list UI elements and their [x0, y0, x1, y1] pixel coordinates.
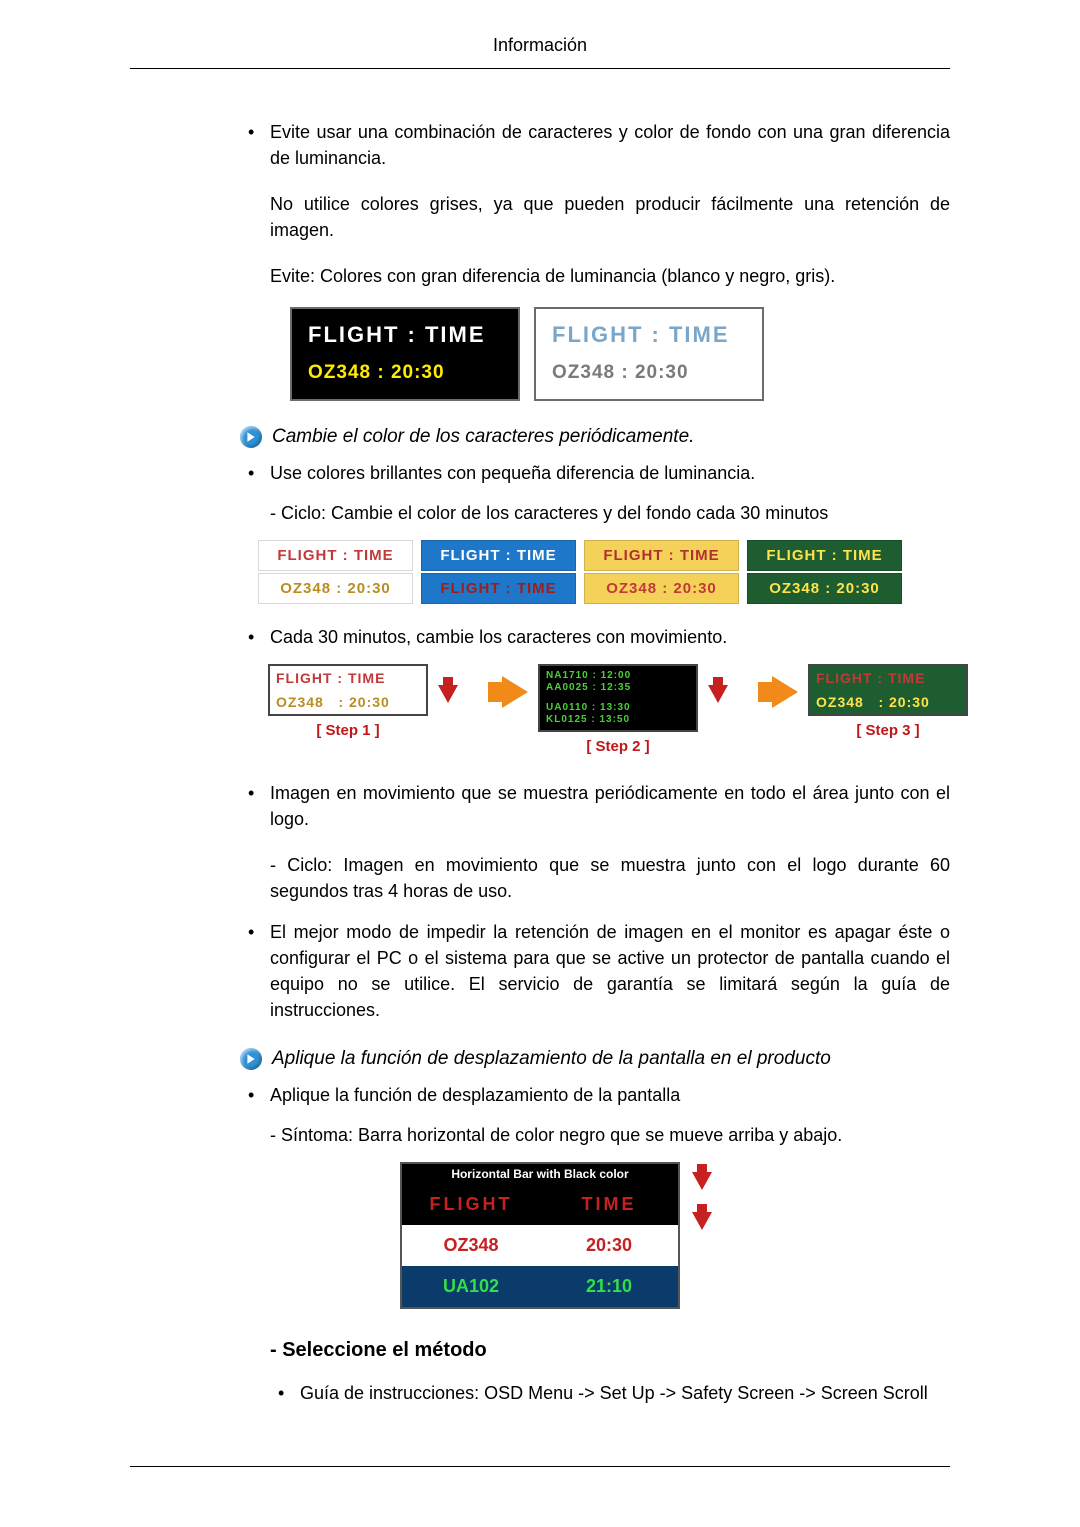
hb-cell: TIME: [540, 1184, 678, 1225]
hb-box: Horizontal Bar with Black color FLIGHTTI…: [400, 1162, 680, 1309]
paragraph: No utilice colores grises, ya que pueden…: [270, 191, 950, 243]
hb-header-row: FLIGHTTIME: [402, 1184, 678, 1225]
section-heading-text: Aplique la función de desplazamiento de …: [272, 1048, 831, 1070]
flight-box-dark: FLIGHT : TIME OZ348 : 20:30: [290, 307, 520, 400]
bullet-list-s2: Use colores brillantes con pequeña difer…: [240, 460, 950, 486]
bullet-text: Use colores brillantes con pequeña difer…: [270, 463, 755, 483]
step-box: NA1710 : 12:00 AA0025 : 12:35UA0110 : 13…: [538, 664, 698, 732]
hb-row: UA10221:10: [402, 1266, 678, 1307]
step-caption: [ Step 1 ]: [268, 722, 428, 739]
arrow-right-icon: [502, 676, 528, 708]
step-line: OZ348 : 20:30: [270, 690, 426, 714]
arrow-down-icon: [692, 1172, 712, 1190]
hb-rows: OZ34820:30UA10221:10: [402, 1225, 678, 1307]
bullet-list-guide: Guía de instrucciones: OSD Menu -> Set U…: [270, 1380, 950, 1406]
step-arrow-group: [438, 676, 528, 708]
section-heading: Cambie el color de los caracteres periód…: [240, 426, 950, 448]
arrow-down-icon: [438, 685, 458, 703]
footer-rule: [130, 1466, 950, 1467]
steps-figure: FLIGHT : TIMEOZ348 : 20:30 [ Step 1 ] NA17…: [268, 664, 950, 755]
color-cycle-cell: FLIGHT : TIME: [421, 573, 576, 604]
flight-row2: OZ348 : 20:30: [552, 359, 746, 387]
color-cycle-cell: OZ348 : 20:30: [584, 573, 739, 604]
color-cycle-cell: FLIGHT : TIME: [421, 540, 576, 571]
horizontal-bar-figure: Horizontal Bar with Black color FLIGHTTI…: [400, 1162, 950, 1309]
hb-arrows: [692, 1168, 712, 1230]
color-cycle-cell: FLIGHT : TIME: [258, 540, 413, 571]
bullet-text: Aplique la función de desplazamiento de …: [270, 1085, 680, 1105]
section-heading-text: Cambie el color de los caracteres periód…: [272, 426, 694, 448]
color-cycle-cell: FLIGHT : TIME: [584, 540, 739, 571]
step-line: NA1710 : 12:00 AA0025 : 12:35: [540, 666, 696, 698]
bullet-item: Imagen en movimiento que se muestra peri…: [240, 780, 950, 904]
flight-row1: FLIGHT : TIME: [308, 319, 502, 351]
arrow-down-icon: [692, 1212, 712, 1230]
hb-cell: 21:10: [540, 1266, 678, 1307]
step-column: FLIGHT : TIMEOZ348 : 20:30 [ Step 1 ]: [268, 664, 428, 739]
flight-box-light: FLIGHT : TIME OZ348 : 20:30: [534, 307, 764, 400]
bullet-item: Cada 30 minutos, cambie los caracteres c…: [240, 624, 950, 650]
step-line: FLIGHT : TIME: [270, 666, 426, 690]
color-cycle-cell: OZ348 : 20:30: [258, 573, 413, 604]
paragraph: - Ciclo: Imagen en movimiento que se mue…: [270, 852, 950, 904]
bullet-list-top: Evite usar una combinación de caracteres…: [240, 119, 950, 401]
step-box: FLIGHT : TIMEOZ348 : 20:30: [808, 664, 968, 716]
hb-title: Horizontal Bar with Black color: [402, 1164, 678, 1184]
bullet-text: Guía de instrucciones: OSD Menu -> Set U…: [300, 1383, 928, 1403]
step-arrow-group: [708, 676, 798, 708]
method-heading: - Seleccione el método: [270, 1339, 950, 1362]
hb-row: OZ34820:30: [402, 1225, 678, 1266]
sub-line: - Síntoma: Barra horizontal de color neg…: [270, 1122, 950, 1148]
hb-cell: OZ348: [402, 1225, 540, 1266]
step-box: FLIGHT : TIMEOZ348 : 20:30: [268, 664, 428, 716]
arrow-right-icon: [772, 676, 798, 708]
step-column: NA1710 : 12:00 AA0025 : 12:35UA0110 : 13…: [538, 664, 698, 755]
bullet-text: El mejor modo de impedir la retención de…: [270, 922, 950, 1020]
hb-cell: 20:30: [540, 1225, 678, 1266]
step-caption: [ Step 3 ]: [808, 722, 968, 739]
step-line: FLIGHT : TIME: [810, 666, 966, 690]
flight-row1: FLIGHT : TIME: [552, 319, 746, 351]
color-cycle-row: FLIGHT : TIME FLIGHT : TIME FLIGHT : TIME F…: [258, 540, 950, 571]
color-cycle-cell: OZ348 : 20:30: [747, 573, 902, 604]
color-cycle-cell: FLIGHT : TIME: [747, 540, 902, 571]
content: Evite usar una combinación de caracteres…: [130, 119, 950, 1406]
flight-example-pair: FLIGHT : TIME OZ348 : 20:30 FLIGHT : TIM…: [290, 307, 950, 400]
bullet-item: El mejor modo de impedir la retención de…: [240, 919, 950, 1023]
flight-row2: OZ348 : 20:30: [308, 359, 502, 387]
step-caption: [ Step 2 ]: [538, 738, 698, 755]
bullet-list-mid: Imagen en movimiento que se muestra peri…: [240, 780, 950, 1023]
page-header: Información: [130, 35, 950, 69]
section-heading: Aplique la función de desplazamiento de …: [240, 1048, 950, 1070]
bullet-list-s4: Aplique la función de desplazamiento de …: [240, 1082, 950, 1108]
step-column: FLIGHT : TIMEOZ348 : 20:30 [ Step 3 ]: [808, 664, 968, 739]
step-line: UA0110 : 13:30 KL0125 : 13:50: [540, 698, 696, 730]
hb-cell: UA102: [402, 1266, 540, 1307]
bullet-list-s3: Cada 30 minutos, cambie los caracteres c…: [240, 624, 950, 650]
page: Información Evite usar una combinación d…: [0, 0, 1080, 1527]
bullet-text: Imagen en movimiento que se muestra peri…: [270, 783, 950, 829]
sub-line: - Ciclo: Cambie el color de los caracter…: [270, 500, 950, 526]
arrow-right-icon: [240, 426, 262, 448]
hb-cell: FLIGHT: [402, 1184, 540, 1225]
bullet-text: Evite usar una combinación de caracteres…: [270, 122, 950, 168]
bullet-text: Cada 30 minutos, cambie los caracteres c…: [270, 627, 727, 647]
bullet-item: Use colores brillantes con pequeña difer…: [240, 460, 950, 486]
bullet-item: Aplique la función de desplazamiento de …: [240, 1082, 950, 1108]
bullet-item: Evite usar una combinación de caracteres…: [240, 119, 950, 401]
arrow-right-icon: [240, 1048, 262, 1070]
paragraph: Evite: Colores con gran diferencia de lu…: [270, 263, 950, 289]
arrow-down-icon: [708, 685, 728, 703]
color-cycle-row: OZ348 : 20:30 FLIGHT : TIME OZ348 : 20:30 O…: [258, 573, 950, 604]
bullet-item: Guía de instrucciones: OSD Menu -> Set U…: [270, 1380, 950, 1406]
step-line: OZ348 : 20:30: [810, 690, 966, 714]
